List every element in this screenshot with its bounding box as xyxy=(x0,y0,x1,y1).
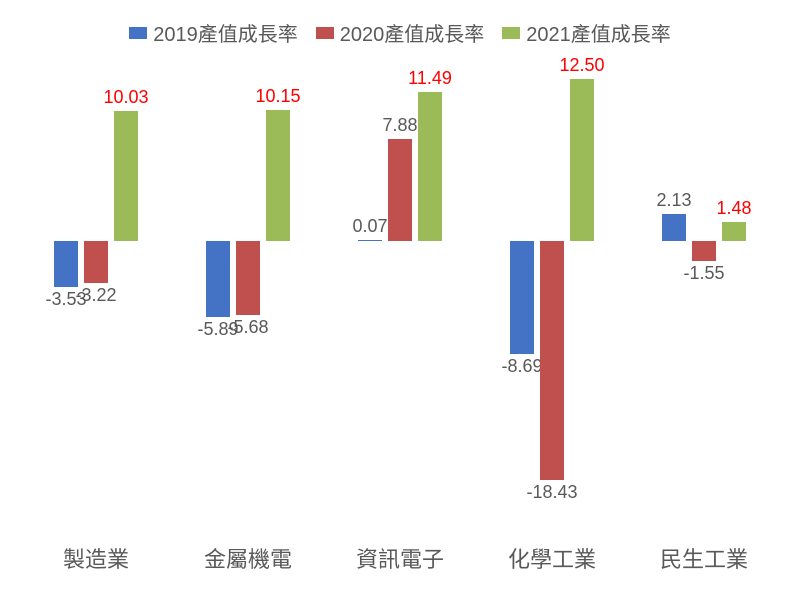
plot-area: -3.53-3.2210.03-5.89-5.6810.150.077.8811… xyxy=(20,60,780,500)
legend-swatch-2019 xyxy=(129,27,147,39)
legend-item-2020: 2020產值成長率 xyxy=(316,18,485,47)
value-label: -1.55 xyxy=(683,263,724,284)
legend-item-2021: 2021產值成長率 xyxy=(502,18,671,47)
bar xyxy=(510,241,534,353)
x-axis-label: 金屬機電 xyxy=(204,542,292,574)
x-axis: 製造業 金屬機電 資訊電子 化學工業 民生工業 xyxy=(20,542,780,582)
x-axis-label: 製造業 xyxy=(63,542,129,574)
bar xyxy=(540,241,564,480)
bar xyxy=(570,79,594,241)
legend-label-2019: 2019產值成長率 xyxy=(153,18,298,47)
value-label: 2.13 xyxy=(656,190,691,211)
legend-swatch-2021 xyxy=(502,27,520,39)
legend-label-2020: 2020產值成長率 xyxy=(340,18,485,47)
bar xyxy=(266,110,290,241)
value-label: -3.22 xyxy=(75,285,116,306)
bar xyxy=(84,241,108,283)
value-label: -18.43 xyxy=(526,482,577,503)
x-axis-label: 民生工業 xyxy=(660,542,748,574)
legend: 2019產值成長率 2020產值成長率 2021產值成長率 xyxy=(0,18,800,47)
legend-swatch-2020 xyxy=(316,27,334,39)
x-axis-label: 資訊電子 xyxy=(356,542,444,574)
bar xyxy=(114,111,138,241)
bar xyxy=(206,241,230,317)
bar xyxy=(662,214,686,242)
value-label: 7.88 xyxy=(382,115,417,136)
bar xyxy=(418,92,442,241)
bar xyxy=(236,241,260,315)
bar xyxy=(692,241,716,261)
value-label: 12.50 xyxy=(559,55,604,76)
value-label: 1.48 xyxy=(716,198,751,219)
value-label: 10.15 xyxy=(255,86,300,107)
legend-label-2021: 2021產值成長率 xyxy=(526,18,671,47)
value-label: -5.68 xyxy=(227,317,268,338)
x-axis-label: 化學工業 xyxy=(508,542,596,574)
value-label: 10.03 xyxy=(103,87,148,108)
legend-item-2019: 2019產值成長率 xyxy=(129,18,298,47)
value-label: -8.69 xyxy=(501,356,542,377)
bar xyxy=(358,240,382,241)
bar xyxy=(54,241,78,287)
value-label: 0.07 xyxy=(352,216,387,237)
bar xyxy=(722,222,746,241)
bar xyxy=(388,139,412,241)
value-label: 11.49 xyxy=(408,68,452,89)
